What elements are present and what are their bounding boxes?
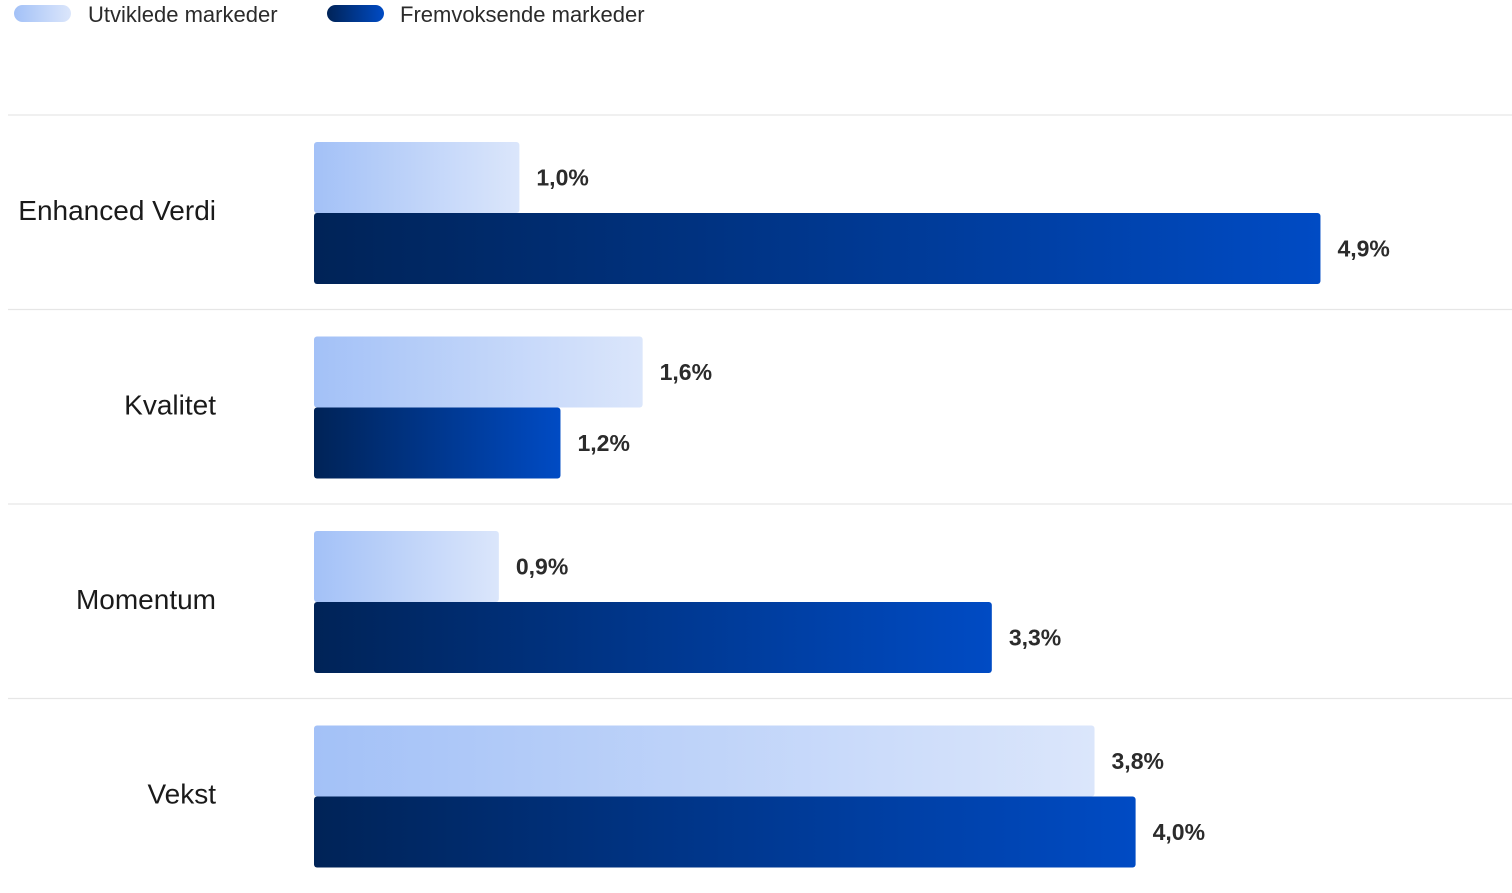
value-label: 0,9% bbox=[516, 554, 568, 580]
value-label: 1,6% bbox=[660, 359, 712, 385]
legend-label-developed: Utviklede markeder bbox=[88, 2, 278, 27]
bar-emerging bbox=[314, 213, 1321, 284]
bar-developed bbox=[314, 336, 643, 408]
bar-emerging bbox=[314, 796, 1136, 868]
value-label: 3,3% bbox=[1009, 625, 1061, 651]
row-separators bbox=[8, 114, 1512, 700]
category-label: Enhanced Verdi bbox=[18, 195, 216, 226]
labels: Enhanced Verdi 1,0% 4,9% Kvalitet 1,6% 1,2% Mo… bbox=[18, 165, 1390, 846]
bar-developed bbox=[314, 531, 499, 602]
legend-swatch-emerging bbox=[327, 5, 384, 22]
value-label: 3,8% bbox=[1112, 748, 1164, 774]
category-label: Kvalitet bbox=[124, 390, 216, 421]
legend: Utviklede markeder Fremvoksende markeder bbox=[14, 2, 645, 27]
category-label: Momentum bbox=[76, 584, 216, 615]
legend-label-emerging: Fremvoksende markeder bbox=[400, 2, 645, 27]
bars bbox=[314, 142, 1321, 868]
value-label: 1,2% bbox=[577, 430, 629, 456]
bar-developed bbox=[314, 725, 1095, 797]
bar-developed bbox=[314, 142, 520, 213]
value-label: 1,0% bbox=[536, 165, 588, 191]
bar-emerging bbox=[314, 602, 992, 673]
value-label: 4,0% bbox=[1153, 819, 1205, 845]
value-label: 4,9% bbox=[1337, 236, 1389, 262]
category-label: Vekst bbox=[148, 779, 217, 810]
legend-swatch-developed bbox=[14, 5, 71, 22]
bar-emerging bbox=[314, 407, 561, 479]
